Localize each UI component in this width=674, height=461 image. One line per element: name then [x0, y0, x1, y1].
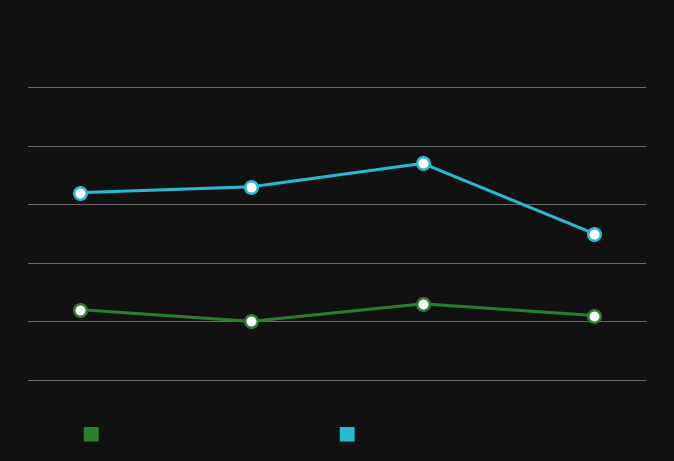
Text: ■: ■: [81, 424, 99, 443]
Text: ■: ■: [337, 424, 355, 443]
